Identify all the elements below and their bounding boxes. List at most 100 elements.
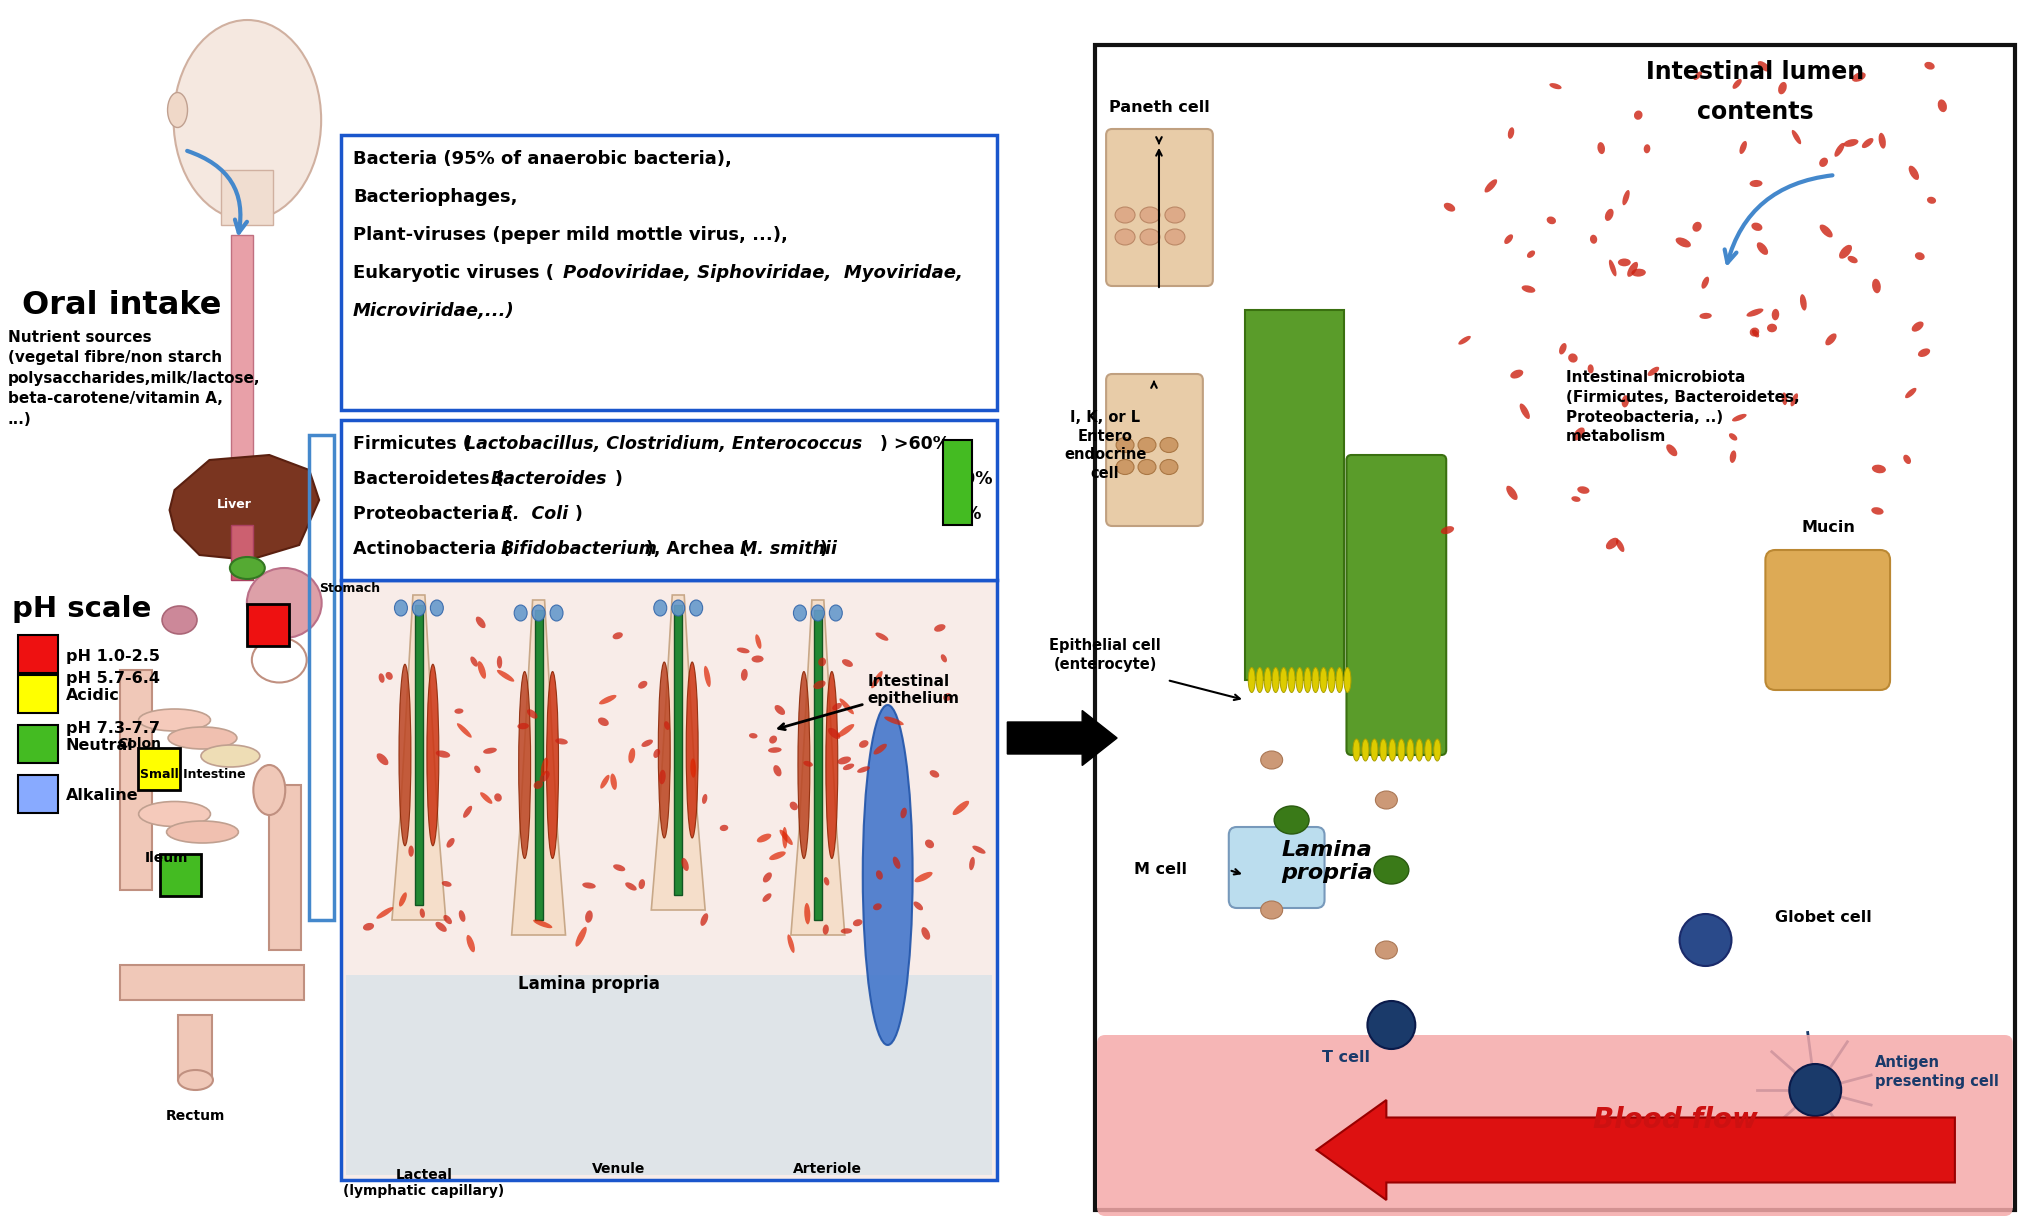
Ellipse shape [1622,190,1630,205]
Bar [341,580,998,1180]
Ellipse shape [455,708,463,714]
Text: Actinobacteria (: Actinobacteria ( [354,540,510,558]
Text: Plant-viruses (peper mild mottle virus, ...),: Plant-viruses (peper mild mottle virus, … [354,226,788,245]
Ellipse shape [1778,82,1786,95]
Ellipse shape [1374,857,1408,884]
Ellipse shape [853,919,862,927]
Ellipse shape [1160,438,1177,452]
Ellipse shape [756,833,770,843]
Ellipse shape [841,928,851,934]
Ellipse shape [1626,262,1638,277]
Ellipse shape [441,881,451,887]
Bar [1244,310,1343,680]
Ellipse shape [427,664,439,846]
Ellipse shape [1666,445,1676,456]
Ellipse shape [788,801,797,810]
Ellipse shape [1756,242,1768,254]
Ellipse shape [797,671,809,859]
Ellipse shape [1617,258,1630,267]
Ellipse shape [254,764,284,815]
Ellipse shape [496,656,502,669]
Text: Bacteroidetes (: Bacteroidetes ( [354,469,504,488]
Ellipse shape [654,600,666,616]
Ellipse shape [1272,667,1278,692]
Text: Mucin: Mucin [1800,520,1855,535]
Ellipse shape [443,914,451,924]
Ellipse shape [703,666,711,687]
Bar [248,603,289,646]
Ellipse shape [831,703,841,710]
Ellipse shape [138,709,211,731]
Ellipse shape [1731,414,1745,422]
Ellipse shape [376,753,388,766]
Text: pH 7.3-7.7: pH 7.3-7.7 [65,720,161,735]
Ellipse shape [772,766,780,777]
Ellipse shape [1589,235,1597,243]
Text: pH scale: pH scale [12,595,150,623]
Ellipse shape [803,761,813,767]
Ellipse shape [431,600,443,616]
Ellipse shape [1548,84,1561,90]
Ellipse shape [534,780,543,789]
Ellipse shape [1843,139,1857,146]
Ellipse shape [912,902,923,911]
Ellipse shape [1878,133,1886,149]
Ellipse shape [626,882,636,891]
Ellipse shape [1871,279,1880,294]
Ellipse shape [514,605,526,621]
Ellipse shape [1916,348,1928,356]
Ellipse shape [1114,229,1134,245]
Ellipse shape [394,600,406,616]
Ellipse shape [469,656,478,666]
Ellipse shape [1701,277,1709,289]
Bar [534,610,543,921]
Ellipse shape [230,557,264,579]
Ellipse shape [1160,460,1177,474]
Text: contents: contents [1697,100,1813,124]
Ellipse shape [364,923,374,930]
Text: Bacteriophages,: Bacteriophages, [354,188,518,206]
Ellipse shape [941,654,947,662]
Text: Microviridae,...): Microviridae,...) [354,302,514,320]
Bar [18,675,57,713]
Ellipse shape [612,632,622,639]
Ellipse shape [1752,329,1758,338]
Ellipse shape [532,605,545,621]
Ellipse shape [1847,256,1857,263]
Text: ): ) [575,505,581,524]
Ellipse shape [610,773,616,790]
Ellipse shape [1518,403,1530,419]
Ellipse shape [1597,143,1603,154]
Ellipse shape [862,705,912,1045]
Ellipse shape [1504,235,1512,245]
Ellipse shape [1296,667,1303,692]
Bar [177,1015,211,1080]
Ellipse shape [1739,141,1745,154]
Ellipse shape [701,913,707,925]
Text: Oral intake: Oral intake [22,290,221,321]
Text: ): ) [819,540,827,558]
Ellipse shape [1164,229,1185,245]
Ellipse shape [173,20,321,220]
Ellipse shape [1311,667,1319,692]
Text: Ileum: Ileum [144,850,189,865]
Text: T cell: T cell [1323,1050,1370,1066]
Text: Intestinal microbiota
(Firmicutes, Bacteroidetes,
Proteobacteria, ..)
metabolism: Intestinal microbiota (Firmicutes, Bacte… [1565,370,1798,445]
Text: Alkaline: Alkaline [65,789,138,804]
Ellipse shape [1483,179,1496,193]
Ellipse shape [837,757,851,764]
Ellipse shape [858,766,870,773]
Text: Neutral: Neutral [65,739,134,753]
Ellipse shape [1607,259,1615,277]
Ellipse shape [551,605,563,621]
Ellipse shape [1526,251,1534,258]
Ellipse shape [1370,739,1378,761]
Text: Intestinal
epithelium: Intestinal epithelium [778,673,959,730]
Text: Rectum: Rectum [167,1109,226,1123]
Bar [341,135,998,410]
Text: Paneth cell: Paneth cell [1107,100,1209,116]
Ellipse shape [1388,739,1396,761]
Ellipse shape [701,794,707,804]
Ellipse shape [671,600,685,616]
Text: Stomach: Stomach [319,581,380,595]
